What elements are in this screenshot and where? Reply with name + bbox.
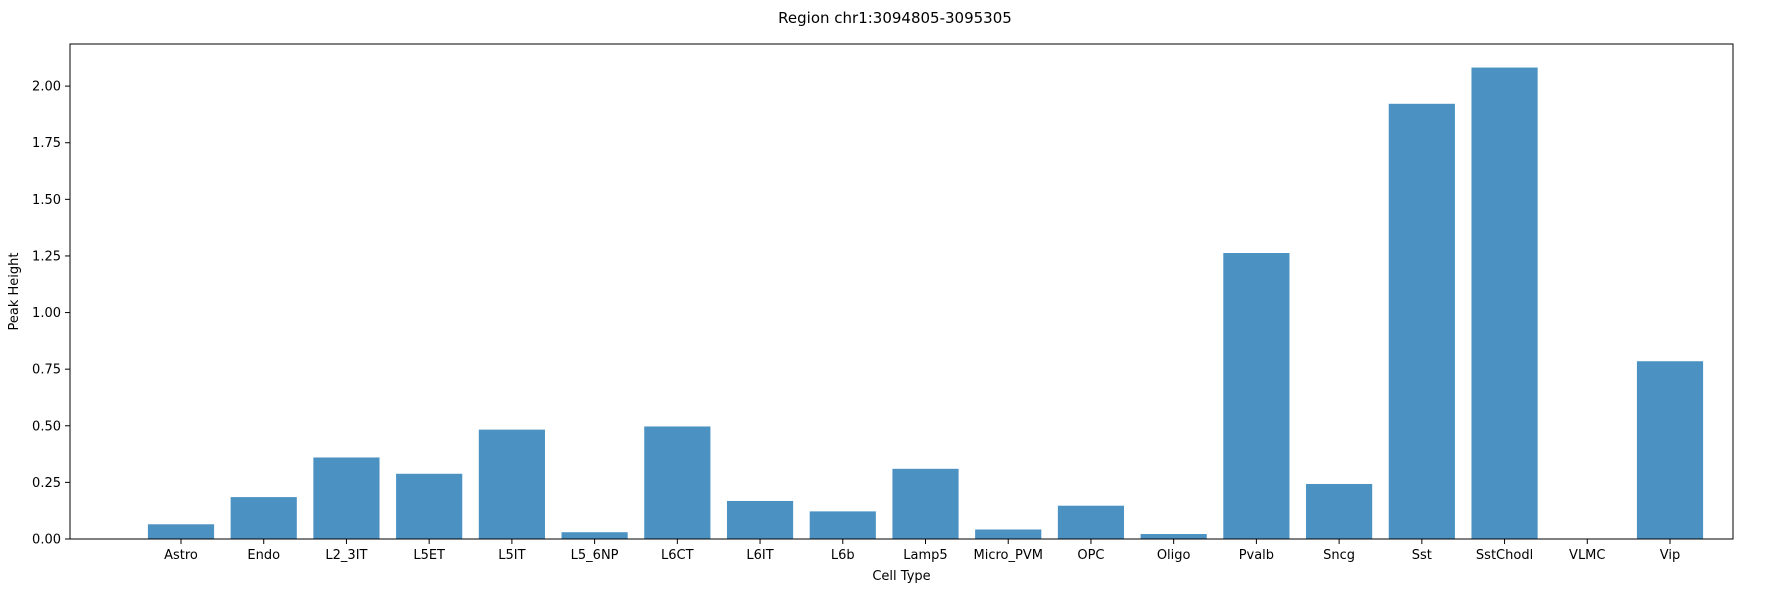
- bar-endo: [230, 497, 297, 539]
- y-axis-ticks: 0.00 0.25 0.50 0.75 1.00 1.25 1.50 1.75 2.00: [32, 80, 70, 548]
- bar-micro-pvm: [975, 529, 1042, 539]
- x-tick-label: Sst: [1412, 548, 1432, 563]
- x-tick-label: SstChodl: [1476, 548, 1533, 563]
- bar-sncg: [1306, 483, 1373, 539]
- y-tick-label: 0.50: [32, 419, 61, 434]
- x-tick-label: Pvalb: [1239, 548, 1274, 563]
- x-tick-label: L5ET: [413, 548, 445, 563]
- bar-l2-3it: [313, 457, 380, 539]
- x-tick-label: L2_3IT: [325, 548, 367, 563]
- x-tick-label: OPC: [1077, 548, 1104, 563]
- y-tick-label: 1.00: [32, 306, 61, 321]
- bar-sstchodl: [1471, 67, 1538, 539]
- bar-l6ct: [644, 426, 711, 539]
- bar-l6b: [809, 511, 876, 539]
- x-tick-label: Lamp5: [903, 548, 947, 563]
- bar-oligo: [1140, 534, 1207, 539]
- x-tick-label: Astro: [164, 548, 198, 563]
- bar-sst: [1388, 103, 1455, 539]
- x-tick-label: L6CT: [661, 548, 694, 563]
- x-tick-label: Oligo: [1157, 548, 1191, 563]
- x-axis-title: Cell Type: [872, 569, 930, 584]
- y-tick-label: 0.75: [32, 363, 61, 378]
- x-tick-label: Vip: [1660, 548, 1680, 563]
- x-tick-label: L5IT: [498, 548, 525, 563]
- y-tick-label: 2.00: [32, 80, 61, 95]
- bar-vip: [1636, 361, 1704, 539]
- y-tick-label: 1.75: [32, 136, 61, 151]
- y-tick-label: 1.50: [32, 193, 61, 208]
- bars-group: [147, 67, 1704, 539]
- x-tick-label: Sncg: [1323, 548, 1355, 563]
- x-tick-label: Endo: [247, 548, 280, 563]
- y-tick-label: 0.25: [32, 476, 61, 491]
- bar-pvalb: [1223, 253, 1290, 539]
- y-axis-title: Peak Height: [7, 253, 22, 331]
- chart-title: Region chr1:3094805-3095305: [778, 9, 1012, 27]
- x-tick-label: L5_6NP: [571, 548, 619, 563]
- x-tick-label: L6b: [831, 548, 855, 563]
- x-tick-label: VLMC: [1569, 548, 1605, 563]
- bar-l5it: [478, 429, 545, 539]
- bar-l5et: [396, 473, 463, 539]
- x-axis-ticks: Astro Endo L2_3IT L5ET L5IT L5_6NP L6CT L6IT L6b…: [164, 539, 1680, 563]
- bar-astro: [147, 524, 215, 539]
- plot-frame: [69, 43, 1734, 540]
- y-tick-label: 0.00: [32, 533, 61, 548]
- bar-lamp5: [892, 468, 959, 539]
- bar-l5-6np: [561, 532, 628, 539]
- y-tick-label: 1.25: [32, 249, 61, 264]
- bar-opc: [1057, 505, 1125, 539]
- x-tick-label: L6IT: [746, 548, 773, 563]
- bar-l6it: [726, 500, 794, 539]
- x-tick-label: Micro_PVM: [974, 548, 1043, 563]
